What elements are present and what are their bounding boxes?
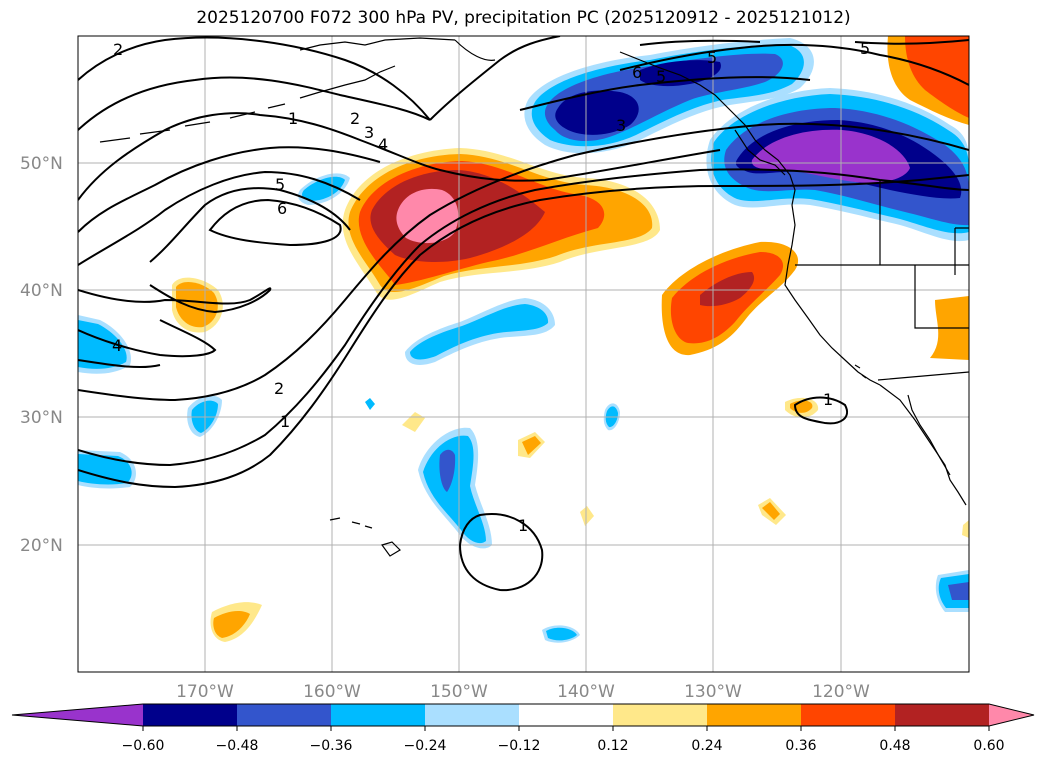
contour-label: 3 — [616, 116, 626, 135]
colorbar-segment — [237, 704, 332, 726]
contour-label: 1 — [518, 516, 528, 535]
positive-anomaly-ne-pacific — [661, 241, 799, 356]
colorbar-tick-label: 0.24 — [691, 738, 722, 754]
colorbar-tick-label: −0.48 — [216, 738, 259, 754]
colorbar-segment — [707, 704, 802, 726]
positive-anomaly-ne-corner — [887, 36, 969, 125]
negative-patch — [365, 398, 375, 410]
negative-anomaly-pacific-northwest — [706, 88, 969, 242]
contour-label: 2 — [113, 40, 123, 59]
chart-title: 2025120700 F072 300 hPa PV, precipitatio… — [196, 8, 851, 28]
contour-label: 4 — [378, 135, 388, 154]
contour-label: 5 — [860, 39, 870, 58]
contour-label: 2 — [350, 109, 360, 128]
contour-label: 6 — [632, 63, 642, 82]
contour-labels: 2 1 2 3 4 5 6 5 6 5 3 4 2 1 1 1 5 — [112, 39, 870, 535]
positive-patch — [580, 506, 594, 526]
contour-label: 5 — [707, 48, 717, 67]
colorbar-tick-label: −0.24 — [404, 738, 447, 754]
contour-label: 2 — [274, 379, 284, 398]
contour-label: 5 — [656, 67, 666, 86]
colorbar-segment — [801, 704, 896, 726]
contour-label: 6 — [277, 199, 287, 218]
colorbar-tick-label: 0.48 — [879, 738, 910, 754]
colorbar-tick-label: 0.36 — [785, 738, 816, 754]
colorbar-extend-min — [12, 704, 143, 726]
contour-label: 1 — [823, 390, 833, 409]
coastlines — [99, 37, 969, 557]
colorbar-segment — [519, 704, 614, 726]
contour-label: 4 — [112, 336, 122, 355]
contour-label: 3 — [364, 123, 374, 142]
colorbar: −0.60 −0.48 −0.36 −0.24 −0.12 0.12 0.24 0.36 0.4… — [11, 703, 1035, 754]
colorbar-segment — [331, 704, 426, 726]
colorbar-tick-label: −0.12 — [498, 738, 541, 754]
lon-label: 120°W — [812, 682, 870, 702]
colorbar-extend-max — [989, 704, 1034, 726]
colorbar-tick-label: 0.60 — [973, 738, 1004, 754]
lat-label: 20°N — [20, 536, 63, 556]
lat-label: 50°N — [20, 154, 63, 174]
lat-label: 40°N — [20, 281, 63, 301]
lat-label: 30°N — [20, 408, 63, 428]
lon-label: 140°W — [557, 682, 615, 702]
longitude-axis: 170°W 160°W 150°W 140°W 130°W 120°W — [176, 682, 870, 702]
lon-label: 130°W — [684, 682, 742, 702]
pv-contours — [78, 36, 969, 592]
colorbar-segment — [425, 704, 520, 726]
contour-label: 1 — [280, 412, 290, 431]
colorbar-tick-label: −0.60 — [122, 738, 165, 754]
latitude-axis: 50°N 40°N 30°N 20°N — [20, 154, 63, 556]
colorbar-tick-label: 0.12 — [597, 738, 628, 754]
colorbar-tick-label: −0.36 — [310, 738, 353, 754]
map-frame — [77, 35, 970, 673]
lon-label: 150°W — [430, 682, 488, 702]
lon-label: 160°W — [303, 682, 361, 702]
negative-anomaly-gulf-of-alaska — [524, 38, 814, 154]
lon-label: 170°W — [176, 682, 234, 702]
colorbar-segment — [895, 704, 990, 726]
contour-label: 5 — [275, 175, 285, 194]
graticule — [78, 36, 969, 672]
contour-label: 1 — [288, 109, 298, 128]
colorbar-segment — [613, 704, 708, 726]
colorbar-segment — [143, 704, 238, 726]
